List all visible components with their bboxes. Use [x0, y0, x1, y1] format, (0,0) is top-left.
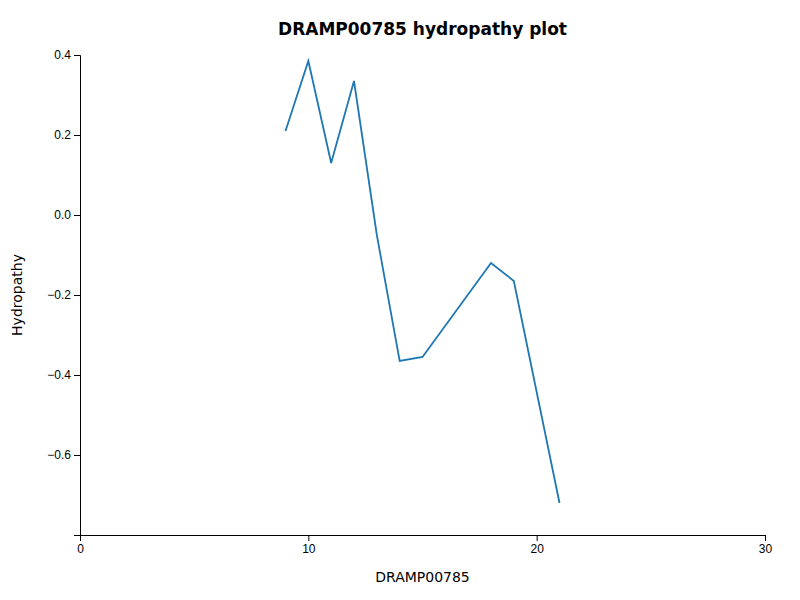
x-axis-tick-label: 0	[77, 542, 84, 556]
y-axis-tick-label: −0.4	[47, 368, 71, 382]
y-axis-tick-mark	[74, 455, 80, 456]
y-axis-tick: 0.2	[54, 128, 80, 142]
x-axis-line	[81, 536, 766, 542]
x-axis-title: DRAMP00785	[375, 569, 470, 585]
x-axis-tick-mark	[765, 535, 766, 541]
data-line	[286, 61, 560, 503]
y-axis-tick-mark	[74, 215, 80, 216]
y-axis-tick: 0.4	[54, 48, 80, 62]
y-axis-line	[74, 56, 81, 536]
x-axis-tick: 10	[302, 535, 316, 556]
y-axis-tick-label: 0.2	[54, 128, 71, 142]
x-axis-tick-mark	[308, 535, 309, 541]
y-axis-tick: −0.2	[47, 288, 80, 302]
y-axis-tick-label: −0.2	[47, 288, 71, 302]
x-axis: 0 10 20 30	[77, 535, 772, 556]
y-axis-tick-mark	[74, 375, 80, 376]
x-axis-tick: 30	[759, 535, 773, 556]
y-axis-tick: 0.0	[54, 208, 80, 222]
x-axis-tick: 0	[77, 535, 84, 556]
x-axis-tick-label: 30	[759, 542, 773, 556]
x-axis-tick: 20	[530, 535, 544, 556]
y-axis-tick-label: −0.6	[47, 448, 71, 462]
plot-area: 0 10 20 30 0.4 0.2 0.0 −0.2 −0.4 −0.6	[47, 48, 772, 555]
x-axis-tick-label: 10	[302, 542, 316, 556]
y-axis-tick-mark	[74, 135, 80, 136]
chart-svg: 0 10 20 30 0.4 0.2 0.0 −0.2 −0.4 −0.6 DRAMP00785 h…	[0, 0, 800, 600]
y-axis-tick-label: 0.0	[54, 208, 71, 222]
y-axis-tick-mark	[74, 55, 80, 56]
y-axis-tick: −0.6	[47, 448, 80, 462]
x-axis-tick-mark	[537, 535, 538, 541]
y-axis-tick: −0.4	[47, 368, 80, 382]
y-axis-tick-label: 0.4	[54, 48, 71, 62]
marks	[286, 61, 560, 503]
chart-title: DRAMP00785 hydropathy plot	[278, 19, 567, 39]
x-axis-tick-label: 20	[530, 542, 544, 556]
y-axis-title: Hydropathy	[9, 254, 25, 336]
y-axis: 0.4 0.2 0.0 −0.2 −0.4 −0.6	[47, 48, 80, 535]
chart-container: 0 10 20 30 0.4 0.2 0.0 −0.2 −0.4 −0.6 DRAMP00785 h…	[0, 0, 800, 600]
y-axis-tick-mark	[74, 295, 80, 296]
